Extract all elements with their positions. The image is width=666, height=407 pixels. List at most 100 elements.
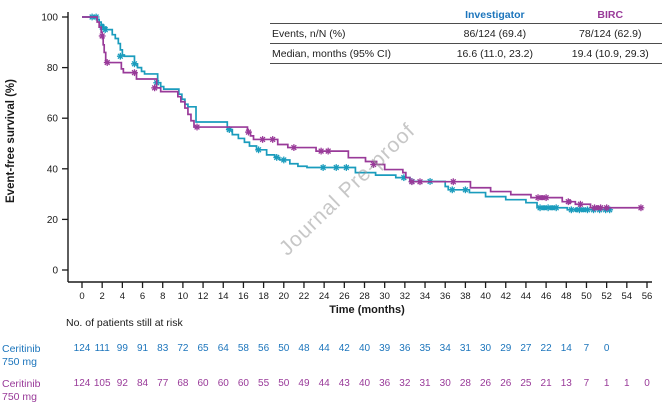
svg-text:6: 6 <box>140 291 145 302</box>
risk-count: 105 <box>93 378 111 389</box>
risk-count: 27 <box>520 343 532 354</box>
risk-count: 64 <box>217 343 229 354</box>
risk-count: 42 <box>338 343 350 354</box>
svg-text:12: 12 <box>198 291 209 302</box>
risk-count: 84 <box>136 378 149 389</box>
risk-count: 111 <box>94 343 110 354</box>
risk-count: 32 <box>399 378 411 389</box>
svg-text:52: 52 <box>601 291 612 302</box>
summary-table: Investigator BIRC Events, n/N (%) 86/124… <box>270 6 662 64</box>
risk-count: 1 <box>624 378 630 389</box>
risk-count: 0 <box>603 343 610 354</box>
risk-count: 91 <box>136 343 149 354</box>
summary-table-header: Investigator BIRC <box>270 6 662 23</box>
risk-count: 1 <box>603 378 610 389</box>
risk-count: 83 <box>157 343 169 354</box>
risk-count: 35 <box>419 343 431 354</box>
svg-text:16: 16 <box>238 291 249 302</box>
x-axis-label: Time (months) <box>329 304 405 316</box>
risk-count: 39 <box>379 343 391 354</box>
risk-count: 31 <box>419 378 431 389</box>
svg-text:56: 56 <box>642 291 653 302</box>
risk-row-label: Ceritinib 750 mg <box>2 343 41 368</box>
risk-count: 40 <box>358 343 371 354</box>
svg-text:10: 10 <box>178 291 189 302</box>
summary-row-median: Median, months (95% CI) 16.6 (11.0, 23.2… <box>270 43 662 64</box>
risk-count: 50 <box>278 378 290 389</box>
y-axis-label: Event-free survival (%) <box>5 79 17 203</box>
svg-text:0: 0 <box>79 291 84 302</box>
risk-count: 72 <box>177 343 189 354</box>
risk-count: 58 <box>237 343 249 354</box>
risk-count: 124 <box>73 343 91 354</box>
events-birc-value: 78/124 (62.9) <box>579 27 642 40</box>
risk-count: 36 <box>399 343 411 354</box>
risk-count: 50 <box>278 343 290 354</box>
risk-count: 26 <box>480 378 492 389</box>
events-row-label: Events, n/N (%) <box>272 27 346 40</box>
risk-count: 44 <box>318 343 330 354</box>
risk-count: 92 <box>116 378 128 389</box>
median-investigator-value: 16.6 (11.0, 23.2) <box>456 47 533 60</box>
risk-count: 65 <box>197 343 209 354</box>
median-birc-value: 19.4 (10.9, 29.3) <box>571 47 649 60</box>
risk-count: 55 <box>258 378 270 389</box>
risk-count: 30 <box>439 378 451 389</box>
svg-text:44: 44 <box>521 291 532 302</box>
svg-text:0: 0 <box>52 266 58 277</box>
svg-text:36: 36 <box>440 291 451 302</box>
risk-count: 31 <box>459 343 471 354</box>
risk-count: 7 <box>583 378 590 389</box>
risk-count: 29 <box>500 343 512 354</box>
risk-count: 7 <box>583 343 590 354</box>
risk-count: 60 <box>217 378 229 389</box>
svg-text:30: 30 <box>379 291 390 302</box>
risk-count: 22 <box>540 343 552 354</box>
events-investigator-value: 86/124 (69.4) <box>463 27 527 40</box>
svg-text:24: 24 <box>319 291 330 302</box>
risk-count: 99 <box>116 343 128 354</box>
svg-text:22: 22 <box>299 291 310 302</box>
risk-count: 13 <box>560 378 572 389</box>
svg-text:60: 60 <box>47 114 59 125</box>
svg-text:40: 40 <box>480 291 491 302</box>
svg-text:54: 54 <box>622 291 633 302</box>
risk-count: 60 <box>237 378 249 389</box>
svg-text:42: 42 <box>500 291 511 302</box>
risk-count: 34 <box>439 343 451 354</box>
svg-text:34: 34 <box>420 291 431 302</box>
risk-count: 36 <box>379 378 391 389</box>
risk-count: 77 <box>157 378 169 389</box>
svg-text:50: 50 <box>581 291 592 302</box>
svg-text:4: 4 <box>120 291 125 302</box>
risk-count: 21 <box>540 378 552 389</box>
svg-text:18: 18 <box>258 291 269 302</box>
svg-text:38: 38 <box>460 291 471 302</box>
svg-text:80: 80 <box>47 63 59 74</box>
risk-count: 43 <box>338 378 350 389</box>
risk-count: 124 <box>73 378 91 389</box>
risk-count: 26 <box>500 378 512 389</box>
column-header-birc: BIRC <box>597 8 624 21</box>
svg-text:26: 26 <box>339 291 350 302</box>
risk-count: 14 <box>560 343 572 354</box>
svg-text:14: 14 <box>218 291 229 302</box>
risk-count: 25 <box>520 378 532 389</box>
median-row-label: Median, months (95% CI) <box>272 47 392 60</box>
summary-row-events: Events, n/N (%) 86/124 (69.4) 78/124 (62… <box>270 23 662 43</box>
svg-text:32: 32 <box>400 291 411 302</box>
svg-text:20: 20 <box>278 291 289 302</box>
svg-text:8: 8 <box>160 291 165 302</box>
risk-count: 28 <box>459 378 471 389</box>
svg-text:46: 46 <box>541 291 552 302</box>
risk-count: 49 <box>298 378 310 389</box>
risk-count: 56 <box>258 343 270 354</box>
svg-text:48: 48 <box>561 291 572 302</box>
risk-count: 48 <box>298 343 310 354</box>
risk-count: 44 <box>318 378 330 389</box>
svg-text:28: 28 <box>359 291 370 302</box>
risk-count: 40 <box>358 378 371 389</box>
risk-count: 60 <box>197 378 209 389</box>
